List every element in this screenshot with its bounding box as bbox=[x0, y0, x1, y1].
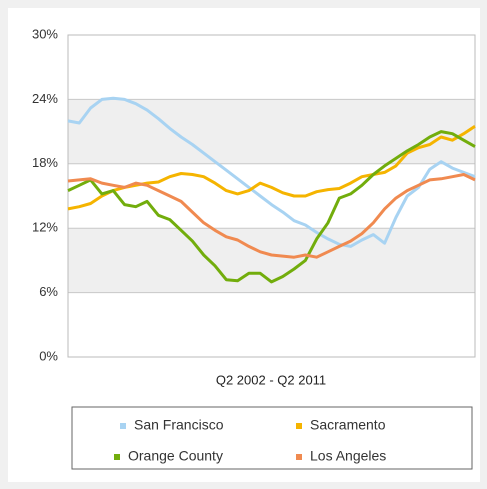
plot-frame bbox=[67, 34, 476, 358]
series-line bbox=[67, 130, 476, 284]
x-axis-label: Q2 2002 - Q2 2011 bbox=[216, 372, 326, 387]
legend-swatch bbox=[114, 454, 120, 460]
legend-label: Los Angeles bbox=[310, 448, 386, 464]
y-tick-label: 6% bbox=[39, 284, 58, 299]
y-tick-label: 30% bbox=[32, 26, 58, 41]
plot-band bbox=[68, 99, 475, 164]
series-line bbox=[67, 96, 476, 248]
y-tick-label: 24% bbox=[32, 91, 58, 106]
legend-swatch bbox=[120, 423, 126, 429]
y-tick-label: 18% bbox=[32, 155, 58, 170]
legend-swatch bbox=[296, 423, 302, 429]
legend-label: Sacramento bbox=[310, 417, 386, 433]
y-tick-label: 12% bbox=[32, 220, 58, 235]
legend-swatch bbox=[296, 454, 302, 460]
y-tick-label: 0% bbox=[39, 348, 58, 363]
series-line bbox=[67, 173, 476, 259]
legend-box bbox=[71, 406, 473, 470]
legend-label: Orange County bbox=[128, 448, 223, 464]
series-line bbox=[67, 124, 476, 211]
lines bbox=[67, 96, 476, 284]
legend: San Francisco Sacramento Orange County Los … bbox=[114, 417, 386, 464]
legend-label: San Francisco bbox=[134, 417, 224, 433]
